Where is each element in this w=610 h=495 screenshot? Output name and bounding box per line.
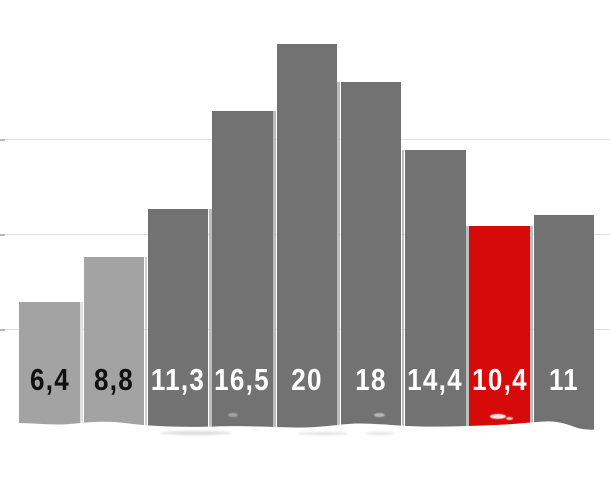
bar-highlighted — [469, 226, 530, 430]
bar-value-label: 8,8 — [93, 362, 134, 397]
bar — [212, 110, 273, 430]
bar-divider — [208, 209, 212, 430]
bar-value-label: 11 — [548, 362, 579, 397]
bar-divider — [530, 226, 534, 430]
bar-value-label: 14,4 — [407, 362, 464, 397]
bar — [147, 209, 209, 430]
bar-value-label: 11,3 — [150, 362, 206, 397]
eraser-speck — [490, 414, 506, 419]
bar-value-label: 16,5 — [214, 362, 271, 397]
bar — [83, 256, 145, 430]
bar-divider — [337, 82, 341, 430]
eraser-speck — [374, 413, 385, 417]
eraser-speck — [228, 413, 238, 417]
bar-value-label: 20 — [291, 362, 323, 397]
bar — [405, 150, 466, 430]
smudge — [160, 431, 232, 435]
eraser-speck — [506, 417, 513, 420]
bar — [533, 215, 595, 430]
bar-value-label: 10,4 — [471, 362, 528, 397]
bar — [340, 82, 402, 430]
bar-divider — [273, 110, 276, 430]
axis-tick — [0, 328, 5, 331]
smudge — [365, 432, 395, 435]
bar-divider — [144, 256, 148, 430]
bar — [19, 302, 80, 430]
bar-divider — [401, 150, 405, 430]
bar-value-label: 6,4 — [29, 362, 70, 397]
bar-divider — [80, 302, 83, 430]
bar-value-label: 18 — [355, 362, 387, 397]
axis-tick — [0, 138, 5, 141]
axis-tick — [0, 233, 5, 236]
bar-divider — [466, 226, 469, 430]
smudge — [298, 432, 348, 435]
bar — [276, 44, 337, 430]
